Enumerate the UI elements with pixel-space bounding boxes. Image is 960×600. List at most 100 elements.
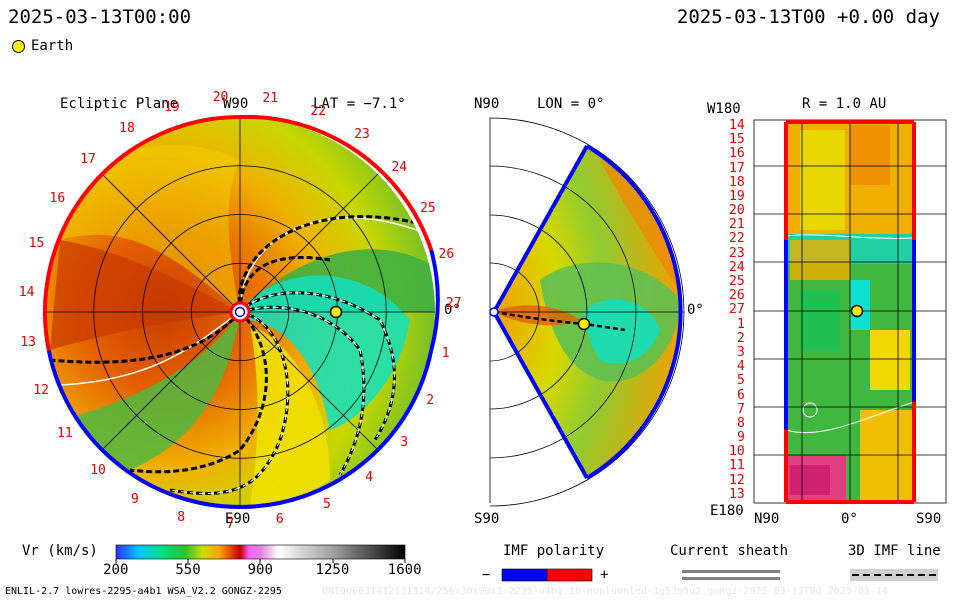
colorbar-tick-200: 200	[103, 562, 129, 578]
carrington-tick-19: 19	[164, 100, 180, 116]
radius-top-left-label: W180	[707, 101, 741, 117]
colorbar-tick-1600: 1600	[387, 562, 422, 578]
carrington-tick-25: 25	[420, 200, 436, 216]
ecliptic-bottom-label: E90	[225, 511, 251, 527]
carrington-tick-8: 8	[177, 509, 186, 525]
current-sheath-line-1	[682, 570, 780, 573]
carrington-tick-9: 9	[130, 491, 139, 507]
radius-y-tick-10: 10	[729, 444, 745, 460]
carrington-tick-2: 2	[426, 392, 435, 408]
footer-run-id: UNIQUE031412131314/256x30x90x1.2235-a4b1…	[322, 586, 888, 597]
carrington-tick-26: 26	[438, 247, 455, 262]
radius-y-tick-23: 23	[729, 245, 745, 261]
radius-y-tick-5: 5	[737, 373, 745, 389]
earth-marker-radius	[850, 304, 864, 318]
carrington-tick-3: 3	[400, 435, 409, 451]
carrington-tick-21: 21	[262, 91, 279, 107]
radius-panel	[753, 119, 947, 504]
radius-y-tick-7: 7	[737, 401, 745, 417]
imf-polarity-title: IMF polarity	[503, 543, 605, 559]
carrington-tick-10: 10	[90, 463, 106, 479]
carrington-tick-11: 11	[57, 426, 73, 442]
radius-y-tick-17: 17	[729, 160, 745, 176]
carrington-tick-13: 13	[20, 334, 36, 350]
radius-y-tick-14: 14	[729, 118, 745, 133]
polarity-positive-swatch	[546, 568, 593, 582]
meridional-top-label: N90	[474, 96, 500, 112]
ecliptic-lat-label: LAT = −7.1°	[313, 96, 406, 112]
right-timestamp: 2025-03-13T00 +0.00 day	[676, 6, 940, 28]
ecliptic-title: Ecliptic Plane	[60, 96, 179, 112]
carrington-tick-7: 7	[226, 516, 235, 532]
colorbar-ticks	[115, 559, 406, 563]
radius-y-tick-8: 8	[737, 415, 745, 431]
radius-y-tick-18: 18	[729, 174, 745, 190]
imf-line-background	[850, 569, 938, 581]
radius-y-tick-3: 3	[737, 344, 745, 360]
carrington-tick-22: 22	[310, 103, 327, 119]
radius-y-tick-4: 4	[737, 359, 745, 375]
radius-x-tick-s90: S90	[916, 511, 942, 527]
radius-y-tick-27: 27	[729, 302, 745, 318]
meridional-panel	[489, 117, 685, 507]
left-timestamp: 2025-03-13T00:00	[8, 6, 192, 28]
radius-y-tick-13: 13	[729, 486, 745, 502]
earth-marker-ecliptic	[329, 305, 343, 319]
radius-y-tick-20: 20	[729, 203, 745, 219]
imf-polarity-minus: −	[482, 567, 491, 583]
meridional-lon-label: LON = 0°	[537, 96, 605, 112]
radius-y-tick-6: 6	[737, 387, 745, 403]
colorbar-tick-900: 900	[247, 562, 273, 578]
current-sheath-title: Current sheath	[670, 543, 789, 559]
earth-legend-label: Earth	[31, 38, 74, 54]
radius-y-tick-26: 26	[729, 288, 745, 304]
colorbar-tick-1250: 1250	[315, 562, 350, 578]
radius-y-tick-21: 21	[729, 217, 745, 233]
carrington-tick-5: 5	[323, 496, 331, 512]
radius-y-tick-12: 12	[729, 472, 745, 488]
radius-bottom-left-label: E180	[710, 503, 744, 519]
radius-y-tick-24: 24	[729, 259, 745, 275]
carrington-tick-27: 27	[445, 296, 462, 312]
carrington-tick-24: 24	[391, 160, 408, 176]
carrington-tick-1: 1	[441, 345, 450, 361]
colorbar-label: Vr (km/s)	[22, 543, 98, 559]
radius-y-tick-9: 9	[737, 430, 745, 446]
ecliptic-top-label: W90	[223, 96, 249, 112]
radius-y-tick-11: 11	[729, 458, 745, 474]
radius-y-tick-22: 22	[729, 231, 745, 247]
carrington-tick-12: 12	[33, 382, 49, 398]
carrington-tick-15: 15	[28, 236, 45, 252]
radius-y-tick-19: 19	[729, 188, 745, 204]
carrington-tick-18: 18	[119, 121, 135, 137]
radius-r-label: R = 1.0 AU	[802, 96, 887, 112]
colorbar-tick-550: 550	[175, 562, 201, 578]
footer-model-info: ENLIL-2.7 lowres-2295-a4b1 WSA_V2.2 GONG…	[5, 586, 282, 597]
earth-marker-meridional	[577, 317, 591, 331]
radius-y-tick-25: 25	[729, 274, 745, 290]
carrington-tick-4: 4	[365, 470, 374, 486]
carrington-tick-17: 17	[80, 152, 96, 168]
earth-legend-icon	[12, 40, 25, 53]
radius-x-tick-n90: N90	[754, 511, 780, 527]
radius-y-tick-15: 15	[729, 132, 745, 148]
carrington-tick-23: 23	[354, 127, 370, 143]
meridional-bottom-label: S90	[474, 511, 500, 527]
radius-x-tick-0: 0°	[841, 511, 858, 527]
imf-line-title: 3D IMF line	[848, 543, 941, 559]
carrington-tick-20: 20	[212, 89, 229, 105]
imf-polarity-plus: +	[600, 567, 609, 583]
radius-y-tick-16: 16	[729, 146, 745, 162]
ecliptic-panel	[43, 114, 440, 509]
current-sheath-line-2	[682, 577, 780, 580]
polarity-negative-swatch	[501, 568, 548, 582]
carrington-tick-16: 16	[49, 191, 66, 207]
ecliptic-right-label: 0°	[444, 302, 461, 318]
colorbar	[115, 544, 406, 560]
carrington-tick-6: 6	[275, 512, 284, 528]
carrington-tick-14: 14	[18, 284, 35, 300]
meridional-right-label: 0°	[687, 302, 704, 318]
radius-y-tick-1: 1	[737, 316, 745, 332]
radius-y-tick-2: 2	[737, 330, 745, 346]
